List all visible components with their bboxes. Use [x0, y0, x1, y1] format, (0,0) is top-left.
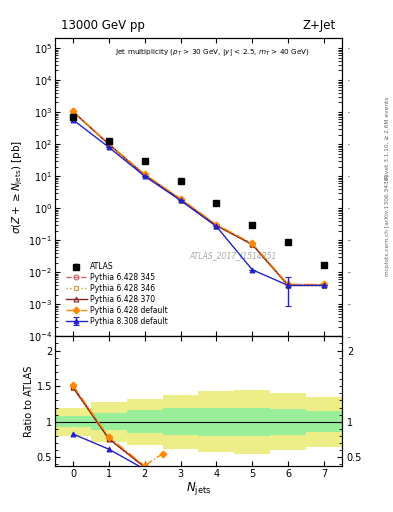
Line: Pythia 6.428 370: Pythia 6.428 370 [70, 109, 327, 288]
Pythia 6.428 345 [107, 141, 111, 147]
Pythia 6.428 346 [321, 283, 326, 289]
Pythia 6.428 370 [142, 172, 147, 178]
Y-axis label: Ratio to ATLAS: Ratio to ATLAS [24, 366, 34, 437]
Pythia 6.428 346 [178, 197, 183, 203]
Line: Pythia 6.428 default: Pythia 6.428 default [70, 109, 327, 287]
Pythia 6.428 370 [250, 241, 255, 247]
Pythia 6.428 default [142, 171, 147, 177]
Pythia 6.428 346 [142, 172, 147, 178]
Pythia 6.428 default [321, 281, 326, 287]
X-axis label: $N_{\rm jets}$: $N_{\rm jets}$ [186, 480, 211, 497]
Pythia 6.428 370 [107, 141, 111, 147]
Pythia 6.428 370 [178, 197, 183, 203]
Text: Z+Jet: Z+Jet [303, 19, 336, 32]
Text: mcplots.cern.ch [arXiv:1306.3436]: mcplots.cern.ch [arXiv:1306.3436] [385, 175, 390, 276]
Pythia 6.428 default [71, 108, 75, 114]
Pythia 6.428 345 [286, 282, 290, 288]
Pythia 6.428 default [178, 196, 183, 202]
Text: Rivet 3.1.10, ≥ 2.6M events: Rivet 3.1.10, ≥ 2.6M events [385, 97, 390, 179]
Pythia 6.428 345 [178, 196, 183, 202]
Pythia 6.428 346 [71, 109, 75, 115]
Pythia 6.428 346 [107, 141, 111, 147]
Pythia 6.428 default [250, 240, 255, 246]
Line: Pythia 6.428 345: Pythia 6.428 345 [70, 109, 327, 287]
Pythia 6.428 345 [321, 282, 326, 288]
Text: ATLAS_2017_I1514251: ATLAS_2017_I1514251 [189, 251, 277, 261]
Pythia 6.428 default [286, 281, 290, 287]
Pythia 6.428 345 [250, 241, 255, 247]
Pythia 6.428 345 [214, 222, 219, 228]
Pythia 6.428 345 [142, 172, 147, 178]
Pythia 6.428 346 [250, 242, 255, 248]
Pythia 6.428 370 [71, 109, 75, 115]
Line: Pythia 6.428 346: Pythia 6.428 346 [70, 109, 327, 288]
Pythia 6.428 370 [321, 282, 326, 288]
Pythia 6.428 370 [286, 282, 290, 288]
Text: 13000 GeV pp: 13000 GeV pp [61, 19, 145, 32]
Legend: ATLAS, Pythia 6.428 345, Pythia 6.428 346, Pythia 6.428 370, Pythia 6.428 defaul: ATLAS, Pythia 6.428 345, Pythia 6.428 34… [62, 259, 171, 330]
Text: Jet multiplicity ($p_T$ > 30 GeV, $|y|$ < 2.5, $m_T$ > 40 GeV): Jet multiplicity ($p_T$ > 30 GeV, $|y|$ … [115, 47, 310, 58]
Pythia 6.428 default [107, 141, 111, 147]
Pythia 6.428 346 [286, 283, 290, 289]
Pythia 6.428 default [214, 222, 219, 228]
Pythia 6.428 346 [214, 223, 219, 229]
Pythia 6.428 370 [214, 223, 219, 229]
Y-axis label: $\sigma(Z + \geq N_{\rm jets})$ [pb]: $\sigma(Z + \geq N_{\rm jets})$ [pb] [11, 140, 25, 234]
Pythia 6.428 345 [71, 109, 75, 115]
